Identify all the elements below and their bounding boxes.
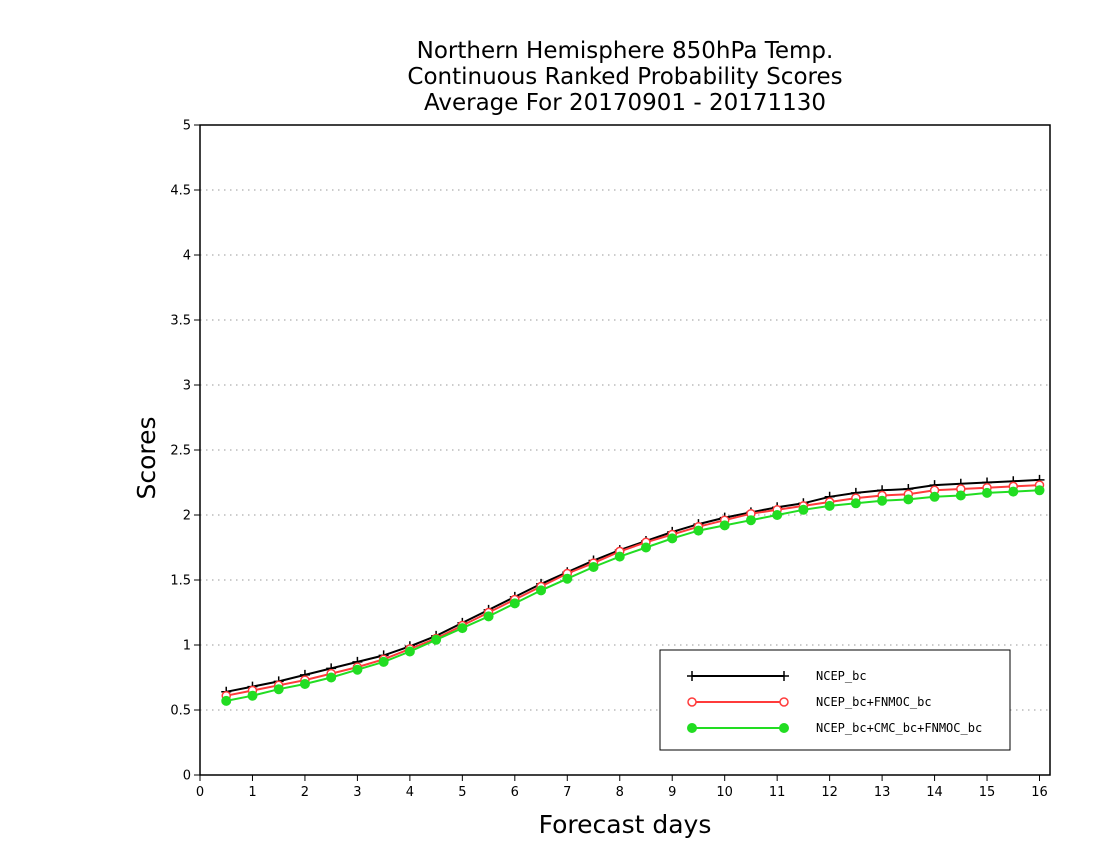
legend-box — [659, 649, 1011, 751]
series-layer — [221, 474, 1045, 706]
data-point-filled-circle — [745, 515, 756, 526]
x-tick-label: 9 — [668, 785, 676, 800]
data-point-filled-circle — [457, 623, 468, 634]
data-point-filled-circle — [273, 684, 284, 695]
data-point-filled-circle — [221, 695, 232, 706]
x-tick-label: 13 — [874, 785, 891, 800]
data-point-filled-circle — [352, 664, 363, 675]
x-tick-label: 0 — [196, 785, 204, 800]
data-point-filled-circle — [378, 656, 389, 667]
legend-label: NCEP_bc — [816, 669, 867, 683]
x-tick-label: 8 — [616, 785, 624, 800]
x-tick-label: 2 — [301, 785, 309, 800]
y-tick-label: 5 — [183, 119, 191, 134]
y-tick-label: 1 — [183, 639, 191, 654]
data-point-filled-circle — [614, 551, 625, 562]
y-tick-label: 2 — [183, 509, 191, 524]
data-point-filled-circle — [719, 520, 730, 531]
data-point-filled-circle — [536, 585, 547, 596]
chart-title: Northern Hemisphere 850hPa Temp. Continu… — [407, 38, 842, 116]
x-tick-label: 14 — [926, 785, 943, 800]
data-point-filled-circle — [982, 487, 993, 498]
legend-label: NCEP_bc+FNMOC_bc — [816, 695, 932, 709]
data-point-filled-circle — [955, 490, 966, 501]
x-tick-label: 16 — [1031, 785, 1048, 800]
legend-marker-plus — [687, 671, 697, 681]
x-axis-label: Forecast days — [539, 810, 712, 839]
axis-layer: 00.511.522.533.544.550 1 2 3 4 5 6 7 8 9 10 11 12 13 1… — [170, 119, 1047, 801]
data-point-filled-circle — [877, 495, 888, 506]
data-point-filled-circle — [509, 598, 520, 609]
data-point-filled-circle — [772, 510, 783, 520]
x-tick-label: 6 — [511, 785, 519, 800]
title-line-3: Average For 20170901 - 20171130 — [424, 90, 826, 116]
data-point-filled-circle — [247, 690, 258, 701]
data-point-filled-circle — [1034, 485, 1045, 496]
data-point-filled-circle — [824, 500, 835, 511]
y-tick-label: 1.5 — [170, 574, 191, 589]
legend-marker-open-circle — [779, 697, 789, 707]
data-point-filled-circle — [903, 494, 914, 505]
x-tick-label: 3 — [353, 785, 361, 800]
x-tick-label: 4 — [406, 785, 414, 800]
x-tick-label: 7 — [563, 785, 571, 800]
data-point-filled-circle — [667, 533, 678, 544]
data-point-filled-circle — [299, 679, 310, 689]
grid-layer — [200, 189, 1050, 711]
y-tick-label: 3.5 — [170, 314, 191, 329]
legend-label: NCEP_bc+CMC_bc+FNMOC_bc — [816, 721, 982, 735]
series-3 — [221, 485, 1045, 706]
x-tick-label: 10 — [716, 785, 733, 800]
y-tick-label: 0 — [183, 769, 191, 784]
data-point-filled-circle — [326, 672, 337, 683]
data-point-filled-circle — [588, 562, 599, 572]
y-tick-label: 3 — [183, 379, 191, 394]
legend-marker-filled-circle — [779, 723, 789, 733]
legend-marker-open-circle — [687, 697, 697, 707]
data-point-filled-circle — [640, 542, 651, 553]
y-axis-label: Scores — [132, 416, 161, 499]
x-tick-label: 5 — [458, 785, 466, 800]
legend-marker-plus — [779, 671, 789, 681]
y-tick-label: 0.5 — [170, 704, 191, 719]
x-tick-label: 12 — [821, 785, 838, 800]
y-tick-label: 4 — [183, 249, 191, 264]
legend: NCEP_bc NCEP_bc+FNMOC_bc NCEP_bc+CMC_bc+FN… — [659, 649, 1011, 751]
data-point-filled-circle — [404, 646, 415, 657]
x-tick-label: 1 — [248, 785, 256, 800]
y-tick-label: 4.5 — [170, 184, 191, 199]
data-point-filled-circle — [1008, 486, 1019, 497]
x-tick-label: 15 — [979, 785, 996, 800]
legend-marker-filled-circle — [687, 723, 697, 733]
y-tick-label: 2.5 — [170, 444, 191, 459]
data-point-filled-circle — [562, 573, 573, 584]
title-line-1: Northern Hemisphere 850hPa Temp. — [417, 38, 834, 64]
title-line-2: Continuous Ranked Probability Scores — [407, 64, 842, 90]
x-tick-label: 11 — [769, 785, 786, 800]
data-point-filled-circle — [850, 498, 861, 509]
data-point-filled-circle — [693, 525, 704, 536]
data-point-filled-circle — [929, 491, 940, 502]
data-point-filled-circle — [798, 504, 809, 515]
data-point-filled-circle — [483, 611, 494, 622]
data-point-filled-circle — [431, 634, 442, 645]
